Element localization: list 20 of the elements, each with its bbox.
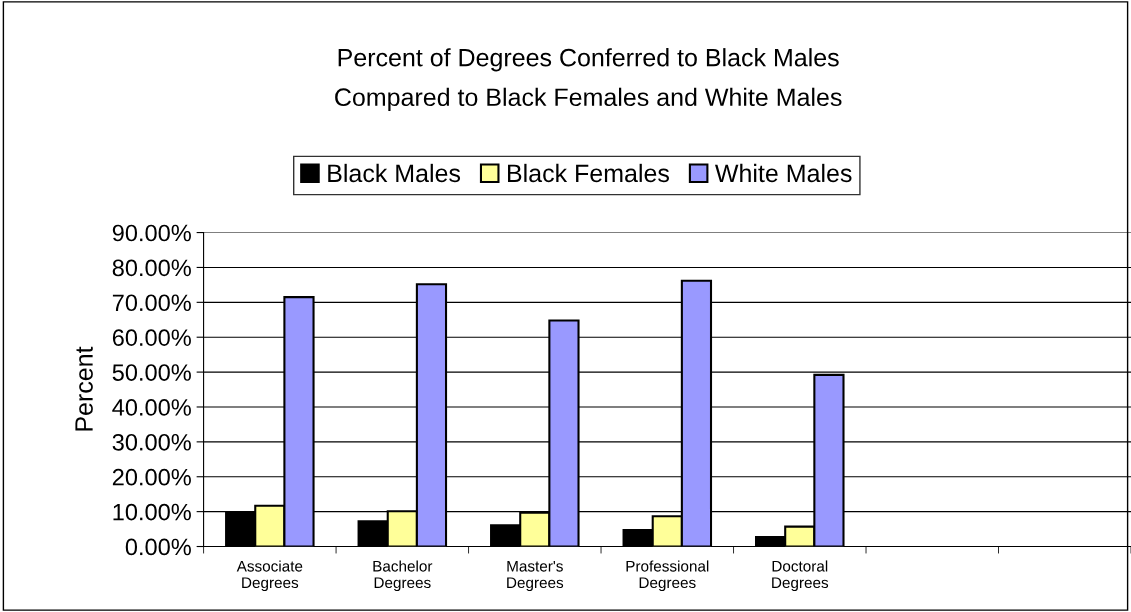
- y-tick-label: 50.00%: [112, 364, 191, 381]
- y-tick-label: 60.00%: [112, 329, 191, 346]
- y-tick-label: 90.00%: [112, 224, 191, 242]
- x-tick-label: Master's Degrees: [507, 560, 564, 592]
- legend-label: Black Females: [508, 163, 669, 183]
- legend-label: Black Males: [328, 163, 461, 183]
- y-tick-label: 30.00%: [112, 433, 191, 451]
- y-axis-title: Percent: [75, 346, 93, 431]
- y-tick-label: 10.00%: [113, 503, 191, 521]
- y-tick-label: 40.00%: [112, 399, 191, 416]
- x-tick-label: Associate Degrees: [236, 560, 303, 592]
- y-tick-label: 80.00%: [112, 259, 191, 277]
- chart-title: Percent of Degrees Conferred to Black Males Compared to Black Females and White Males: [335, 48, 842, 112]
- y-tick-label: 20.00%: [112, 468, 191, 486]
- x-tick-label: Doctoral Degrees: [772, 560, 829, 592]
- x-tick-label: Bachelor Degrees: [373, 560, 433, 592]
- y-tick-label: 0.00%: [125, 538, 191, 556]
- legend-label: White Males: [715, 163, 852, 183]
- x-tick-label: Professional Degrees: [626, 560, 709, 592]
- y-tick-label: 70.00%: [112, 294, 191, 312]
